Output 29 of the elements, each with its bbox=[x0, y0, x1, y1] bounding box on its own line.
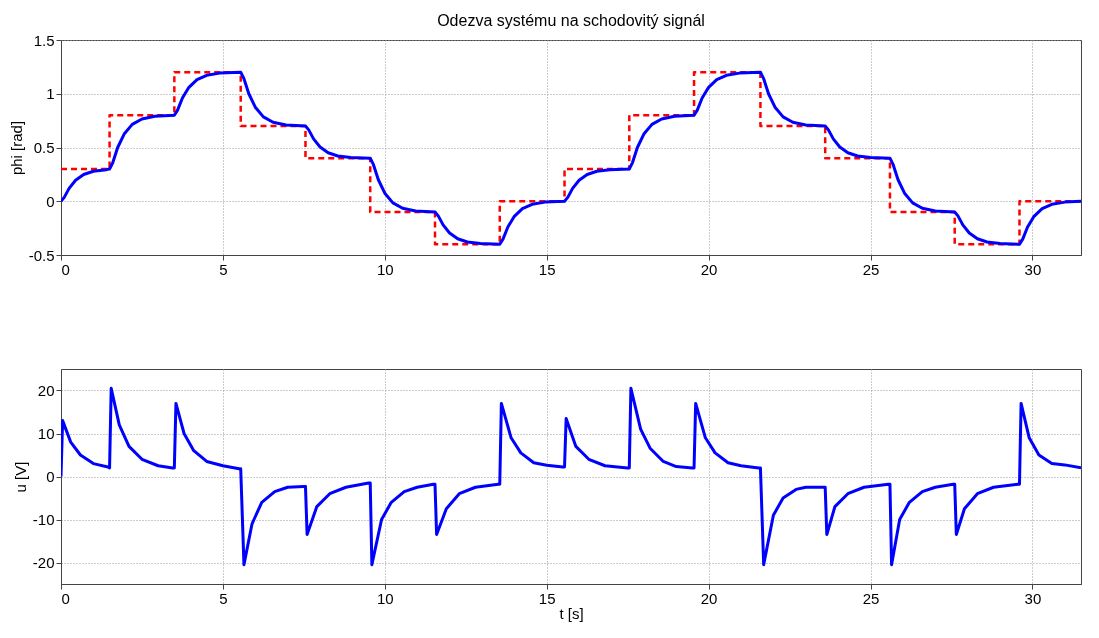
x-tick-label: 5 bbox=[219, 589, 228, 607]
y-axis-title: u [V] bbox=[11, 461, 29, 493]
x-tick-label: 10 bbox=[376, 589, 394, 607]
x-tick-label: 15 bbox=[538, 260, 556, 278]
x-tick-label: 30 bbox=[1024, 260, 1042, 278]
x-tick-label: 20 bbox=[700, 260, 718, 278]
x-tick-label: 25 bbox=[862, 589, 880, 607]
y-tick-label: 1.5 bbox=[33, 31, 55, 49]
y-tick-label: 0 bbox=[46, 192, 55, 210]
chart-title: Odezva systému na schodovitý signál bbox=[437, 12, 705, 29]
y-tick-label: 0 bbox=[46, 468, 55, 485]
y-tick-label: -10 bbox=[32, 511, 55, 528]
x-tick-label: 10 bbox=[376, 260, 394, 278]
x-tick-label: 25 bbox=[862, 260, 880, 278]
x-tick-label: 5 bbox=[219, 260, 228, 278]
x-tick-label: 0 bbox=[61, 260, 70, 278]
y-tick-label: 10 bbox=[37, 425, 55, 442]
y-axis-title: phi [rad] bbox=[7, 120, 25, 176]
x-tick-label: 20 bbox=[700, 589, 718, 607]
x-axis-title: t [s] bbox=[559, 604, 584, 622]
x-tick-label: 0 bbox=[61, 589, 70, 607]
y-tick-label: 1 bbox=[46, 85, 55, 103]
y-tick-label: -0.5 bbox=[28, 246, 55, 264]
y-tick-label: -20 bbox=[32, 554, 55, 571]
y-tick-label: 0.5 bbox=[33, 139, 55, 156]
x-tick-label: 15 bbox=[538, 589, 556, 607]
line-series bbox=[61, 386, 1081, 567]
x-tick-label: 30 bbox=[1024, 589, 1042, 607]
y-tick-label: 20 bbox=[37, 382, 55, 399]
